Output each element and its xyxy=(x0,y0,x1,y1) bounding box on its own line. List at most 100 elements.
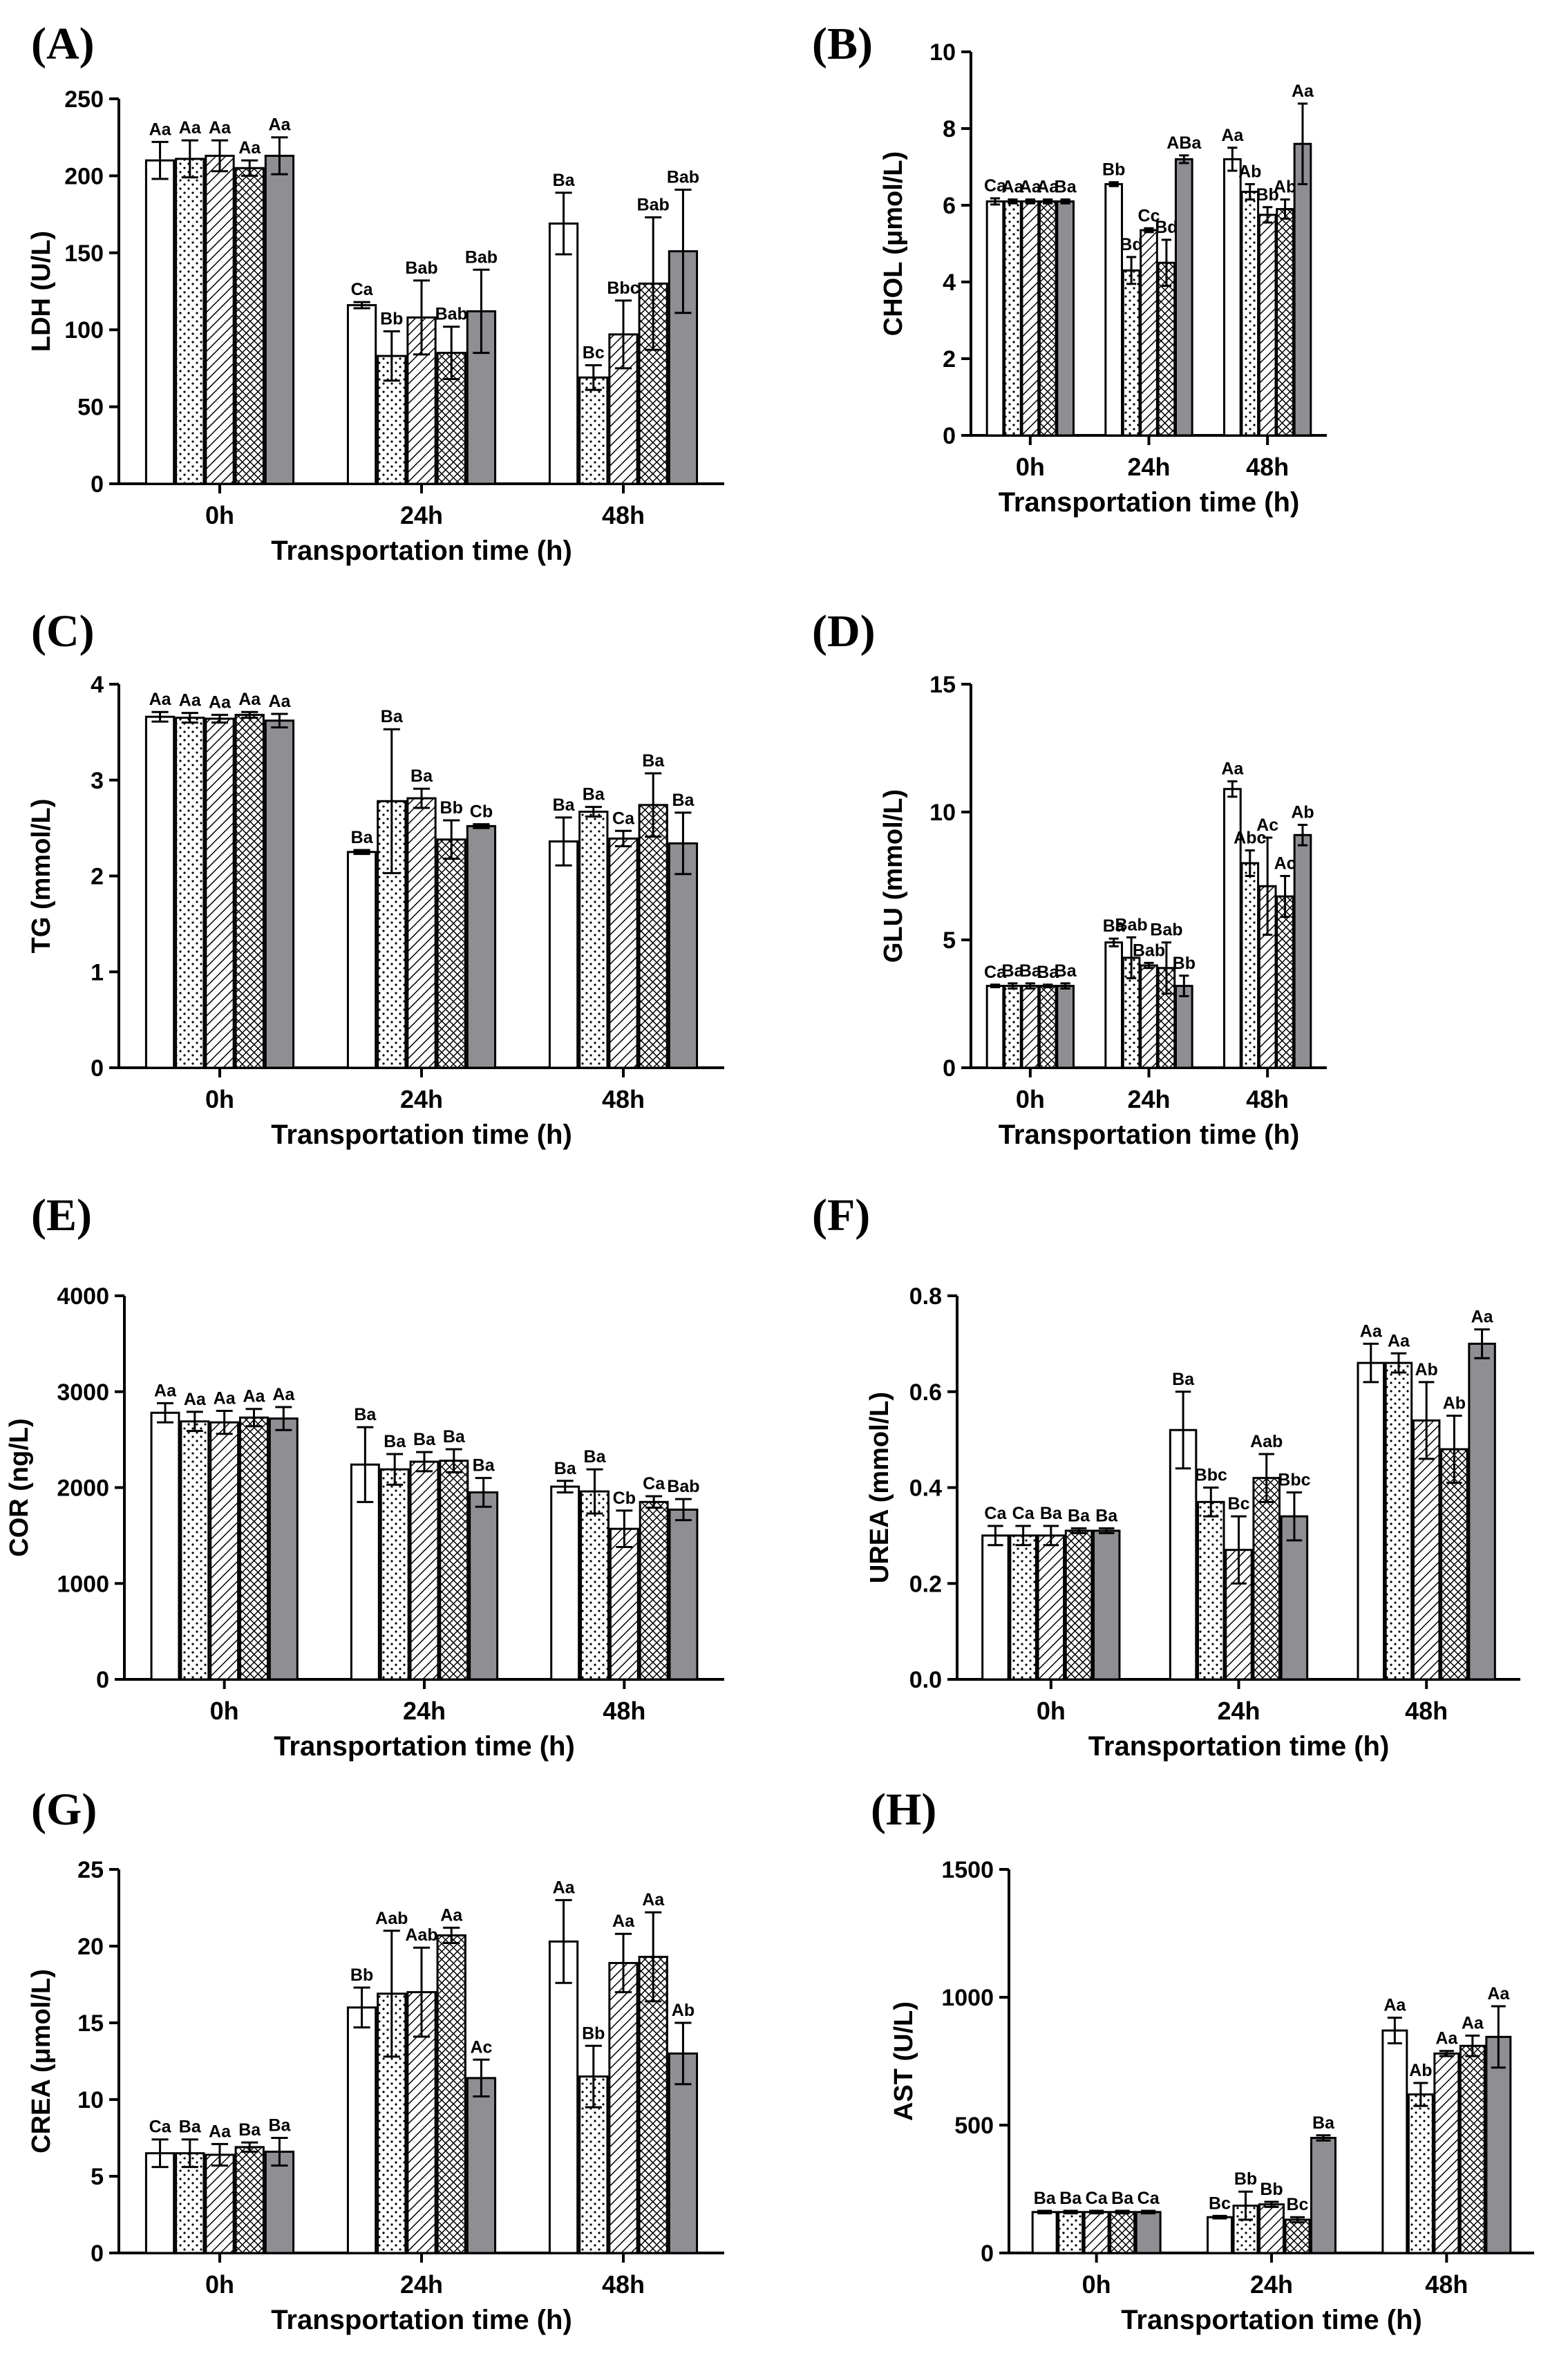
significance-label: Ba xyxy=(1040,1504,1063,1523)
y-tick-label: 15 xyxy=(77,2010,104,2037)
significance-label: Aa xyxy=(1383,1996,1406,2015)
significance-label: Aa xyxy=(1221,760,1244,779)
bar-control xyxy=(985,985,1005,1069)
x-axis-title: Transportation time (h) xyxy=(271,2305,572,2335)
significance-label: Cb xyxy=(470,802,493,822)
bar-crosshatch xyxy=(1064,1529,1093,1681)
bar-diagonal xyxy=(608,1961,639,2254)
significance-label: Bab xyxy=(667,167,699,187)
significance-label: Aa xyxy=(268,115,291,135)
x-tick-label: 48h xyxy=(602,2270,645,2299)
significance-label: Ba xyxy=(238,2120,261,2140)
y-axis-title: UREA (mmol/L) xyxy=(865,1392,894,1583)
x-tick-label: 48h xyxy=(1246,453,1289,481)
y-tick-label: 150 xyxy=(64,241,104,267)
bar-crosshatch xyxy=(1252,1477,1281,1681)
bar-gray xyxy=(264,2150,295,2254)
bar-gray xyxy=(1293,142,1312,437)
y-tick-label: 200 xyxy=(64,163,104,189)
significance-label: Bc xyxy=(583,343,605,362)
y-axis-title: LDH (U/L) xyxy=(27,231,56,352)
x-tick-label: 24h xyxy=(400,2270,443,2299)
bar-crosshatch xyxy=(1459,2044,1486,2254)
y-tick-label: 5 xyxy=(943,927,956,954)
bar-dots xyxy=(180,1420,210,1681)
panel-label: (H) xyxy=(871,1784,936,1835)
bar-gray xyxy=(1056,985,1075,1069)
y-tick-label: 4000 xyxy=(57,1283,109,1310)
significance-label: Aa xyxy=(1435,2029,1458,2048)
x-axis-title: Transportation time (h) xyxy=(999,1120,1300,1150)
panel-0: (A) 0 50 100 150 200 250 LDH (U/L) 0h Aa Aa Aa Aa Aa 2… xyxy=(27,19,724,566)
bar-diagonal xyxy=(1258,214,1277,437)
significance-label: Bab xyxy=(637,196,670,215)
significance-label: Bb xyxy=(1102,160,1125,180)
x-axis-title: Transportation time (h) xyxy=(274,1731,575,1762)
bar-control xyxy=(550,1485,580,1681)
significance-label: Ba xyxy=(1019,961,1042,981)
x-tick-label: 0h xyxy=(210,1697,239,1725)
significance-label: Ba xyxy=(1001,961,1024,981)
y-tick-label: 0.8 xyxy=(909,1283,942,1310)
significance-label: Bb xyxy=(1260,2180,1283,2199)
panel-label: (C) xyxy=(31,606,95,657)
bar-control xyxy=(144,2152,176,2254)
bar-gray xyxy=(1485,2035,1512,2254)
bar-crosshatch xyxy=(1276,208,1294,437)
x-axis-title: Transportation time (h) xyxy=(271,1120,572,1150)
panel-label: (G) xyxy=(31,1784,97,1835)
significance-label: Bc xyxy=(1287,2195,1309,2214)
bar-crosshatch xyxy=(439,1460,469,1681)
y-tick-label: 10 xyxy=(929,39,956,66)
bar-crosshatch xyxy=(1284,2218,1311,2254)
significance-label: Ba xyxy=(1111,2189,1134,2208)
bar-diagonal xyxy=(1083,2211,1110,2254)
y-axis-title: CREA (μmol/L) xyxy=(27,1969,56,2153)
bar-dots xyxy=(1003,200,1022,437)
x-axis-title: Transportation time (h) xyxy=(1121,2305,1422,2335)
x-tick-label: 48h xyxy=(603,1697,645,1725)
y-tick-label: 50 xyxy=(77,395,104,421)
bar-control xyxy=(1223,158,1242,437)
significance-label: Ca xyxy=(612,809,635,828)
y-axis-title: TG (mmol/L) xyxy=(27,799,56,954)
bar-dots xyxy=(1009,1534,1037,1681)
x-tick-label: 0h xyxy=(1037,1697,1066,1725)
y-tick-label: 3 xyxy=(91,768,104,794)
significance-label: Bab xyxy=(1115,915,1147,934)
significance-label: Ca xyxy=(351,280,374,299)
significance-label: Ba xyxy=(413,1430,436,1449)
y-tick-label: 0.0 xyxy=(909,1667,942,1693)
y-tick-label: 8 xyxy=(943,116,956,142)
significance-label: Bab xyxy=(667,1477,699,1496)
x-axis-title: Transportation time (h) xyxy=(271,536,572,566)
bar-crosshatch xyxy=(1038,200,1057,437)
y-axis-title: AST (U/L) xyxy=(889,2001,918,2121)
bar-diagonal xyxy=(1021,200,1040,437)
bar-gray xyxy=(466,2077,497,2254)
significance-label: Ba xyxy=(1172,1370,1195,1389)
significance-label: Aa xyxy=(642,1890,665,1909)
significance-label: Ba xyxy=(354,1405,377,1424)
significance-label: Aa xyxy=(440,1905,463,1925)
bar-diagonal xyxy=(205,2153,235,2254)
bar-crosshatch xyxy=(1038,985,1057,1069)
significance-label: Aa xyxy=(1462,2014,1484,2033)
y-tick-label: 100 xyxy=(64,317,104,343)
bar-diagonal xyxy=(209,1421,240,1681)
panel-2: (C) 0 1 2 3 4 TG (mmol/L) 0h Aa Aa Aa Aa Aa 24h Ba Ba Ba… xyxy=(27,606,724,1150)
bar-gray xyxy=(1135,2211,1162,2254)
panel-label: (B) xyxy=(812,19,873,69)
significance-label: Bc xyxy=(1228,1494,1250,1513)
significance-label: Ab xyxy=(1409,2061,1432,2080)
significance-label: Bb xyxy=(380,309,403,328)
bar-crosshatch xyxy=(1276,895,1294,1069)
significance-label: Ab xyxy=(1415,1360,1438,1379)
significance-label: Ab xyxy=(1274,178,1296,197)
significance-label: Ba xyxy=(268,2116,291,2135)
bar-crosshatch xyxy=(234,2146,265,2254)
bar-dots xyxy=(175,717,205,1069)
significance-label: Aa xyxy=(1360,1321,1383,1341)
